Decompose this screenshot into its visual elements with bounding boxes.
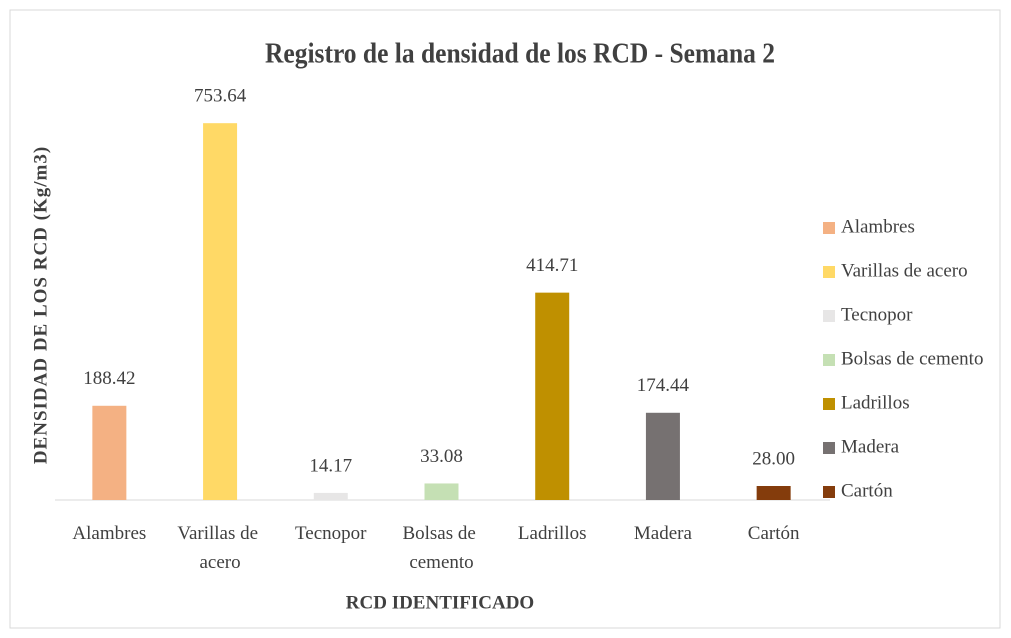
- legend-label: Bolsas de cemento: [841, 348, 983, 369]
- bar: [203, 123, 238, 501]
- x-tick-label: Varillas de acero: [177, 523, 262, 573]
- legend-swatch: [823, 266, 835, 278]
- legend-swatch: [823, 310, 835, 322]
- value-label: 174.44: [637, 375, 690, 396]
- bar: [535, 292, 570, 500]
- bar: [645, 412, 680, 500]
- legend-swatch: [823, 354, 835, 366]
- bar: [92, 405, 127, 500]
- y-axis-title: DENSIDAD DE LOS RCD (Kg/m3): [30, 146, 51, 464]
- x-axis-title: RCD IDENTIFICADO: [346, 592, 534, 613]
- value-label: 753.64: [194, 86, 247, 107]
- legend-label: Madera: [841, 436, 900, 457]
- value-label: 14.17: [309, 455, 352, 476]
- legend-label: Varillas de acero: [841, 260, 968, 281]
- x-tick-label: Tecnopor: [295, 523, 367, 544]
- x-tick-label: Cartón: [748, 523, 800, 544]
- value-label: 414.71: [526, 255, 578, 276]
- bar: [313, 492, 348, 500]
- chart-title: Registro de la densidad de los RCD - Sem…: [265, 38, 775, 70]
- x-tick-label: Alambres: [72, 523, 146, 544]
- legend-label: Cartón: [841, 480, 893, 501]
- x-tick-label: Bolsas de cemento: [402, 523, 480, 573]
- value-label: 33.08: [420, 446, 463, 467]
- x-tick-label: Madera: [634, 523, 693, 544]
- legend-swatch: [823, 486, 835, 498]
- legend-label: Ladrillos: [841, 392, 910, 413]
- legend-swatch: [823, 442, 835, 454]
- bar: [424, 483, 459, 500]
- legend-label: Tecnopor: [841, 304, 913, 325]
- legend-swatch: [823, 222, 835, 234]
- x-tick-label: Ladrillos: [518, 523, 587, 544]
- legend-label: Alambres: [841, 216, 915, 237]
- legend-swatch: [823, 398, 835, 410]
- bar: [756, 486, 791, 500]
- value-label: 188.42: [83, 368, 135, 389]
- value-label: 28.00: [752, 448, 795, 469]
